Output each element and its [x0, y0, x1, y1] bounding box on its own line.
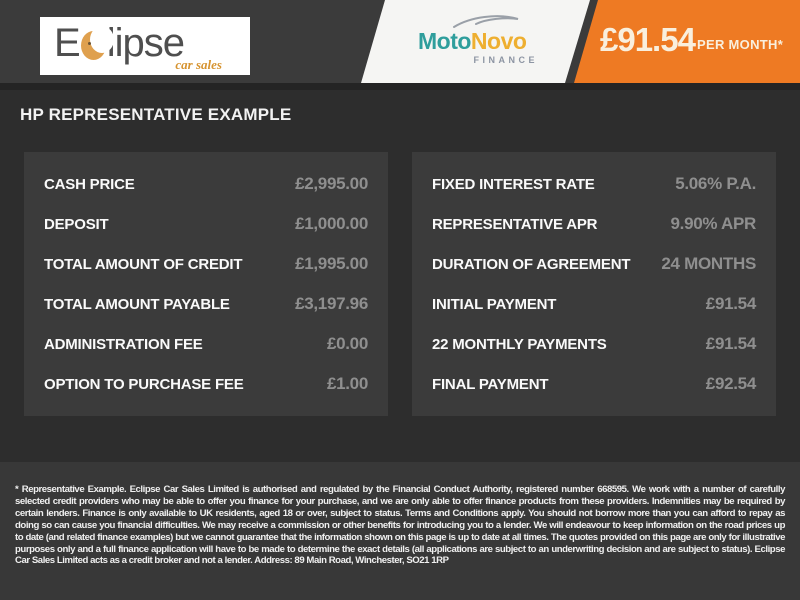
row-value: £92.54 [705, 374, 757, 393]
finance-row: REPRESENTATIVE APR 9.90% APR [432, 204, 756, 244]
row-label: REPRESENTATIVE APR [432, 215, 598, 233]
row-value: £91.54 [705, 294, 757, 313]
crescent-moon-icon [80, 26, 114, 60]
finance-row: TOTAL AMOUNT OF CREDIT £1,995.00 [44, 244, 368, 284]
finance-card-right: FIXED INTEREST RATE 5.06% P.A. REPRESENT… [412, 152, 776, 416]
price-banner: £91.54 PER MONTH* [574, 0, 800, 83]
motonovo-finance-label: FINANCE [473, 55, 538, 65]
page-title: HP REPRESENTATIVE EXAMPLE [20, 105, 292, 124]
row-value: £3,197.96 [295, 294, 368, 313]
row-value: £1.00 [326, 374, 368, 393]
row-value: £0.00 [326, 334, 368, 353]
motonovo-panel: MotoNovo FINANCE [361, 0, 590, 83]
row-label: DURATION OF AGREEMENT [432, 255, 631, 273]
finance-row: ADMINISTRATION FEE £0.00 [44, 324, 368, 364]
monthly-price-amount: £91.54 [600, 21, 696, 58]
motonovo-wordmark: MotoNovo [418, 29, 538, 53]
finance-row: FINAL PAYMENT £92.54 [432, 364, 756, 404]
finance-card-left: CASH PRICE £2,995.00 DEPOSIT £1,000.00 T… [24, 152, 388, 416]
finance-row: INITIAL PAYMENT £91.54 [432, 284, 756, 324]
motonovo-moto-text: Moto [418, 28, 471, 54]
finance-row: 22 MONTHLY PAYMENTS £91.54 [432, 324, 756, 364]
finance-row: OPTION TO PURCHASE FEE £1.00 [44, 364, 368, 404]
row-label: TOTAL AMOUNT OF CREDIT [44, 255, 243, 273]
motonovo-finance-logo[interactable]: MotoNovo FINANCE [418, 14, 538, 65]
disclaimer-text: * Representative Example. Eclipse Car Sa… [15, 484, 785, 567]
row-value: £2,995.00 [295, 174, 368, 193]
row-value: 9.90% APR [670, 214, 757, 233]
row-value: £91.54 [705, 334, 757, 353]
row-label: FINAL PAYMENT [432, 375, 549, 393]
disclaimer-footer: * Representative Example. Eclipse Car Sa… [0, 462, 800, 600]
finance-row: FIXED INTEREST RATE 5.06% P.A. [432, 164, 756, 204]
row-label: ADMINISTRATION FEE [44, 335, 203, 353]
eclipse-tagline: car sales [175, 57, 222, 72]
finance-row: DEPOSIT £1,000.00 [44, 204, 368, 244]
eclipse-text-end: lipse [106, 21, 185, 65]
row-value: £1,995.00 [295, 254, 368, 273]
row-value: £1,000.00 [295, 214, 368, 233]
row-label: TOTAL AMOUNT PAYABLE [44, 295, 230, 313]
row-label: INITIAL PAYMENT [432, 295, 557, 313]
finance-row: CASH PRICE £2,995.00 [44, 164, 368, 204]
finance-row: TOTAL AMOUNT PAYABLE £3,197.96 [44, 284, 368, 324]
eclipse-text-start: E [54, 21, 81, 65]
motonovo-novo-text: Novo [470, 28, 527, 54]
row-label: OPTION TO PURCHASE FEE [44, 375, 244, 393]
row-value: 24 MONTHS [661, 254, 756, 273]
row-label: 22 MONTHLY PAYMENTS [432, 335, 607, 353]
finance-row: DURATION OF AGREEMENT 24 MONTHS [432, 244, 756, 284]
row-label: CASH PRICE [44, 175, 135, 193]
monthly-price-period: PER MONTH* [697, 37, 784, 52]
finance-cards: CASH PRICE £2,995.00 DEPOSIT £1,000.00 T… [24, 152, 776, 440]
row-label: DEPOSIT [44, 215, 109, 233]
car-swoosh-icon [453, 15, 519, 28]
row-label: FIXED INTEREST RATE [432, 175, 595, 193]
row-value: 5.06% P.A. [675, 174, 756, 193]
